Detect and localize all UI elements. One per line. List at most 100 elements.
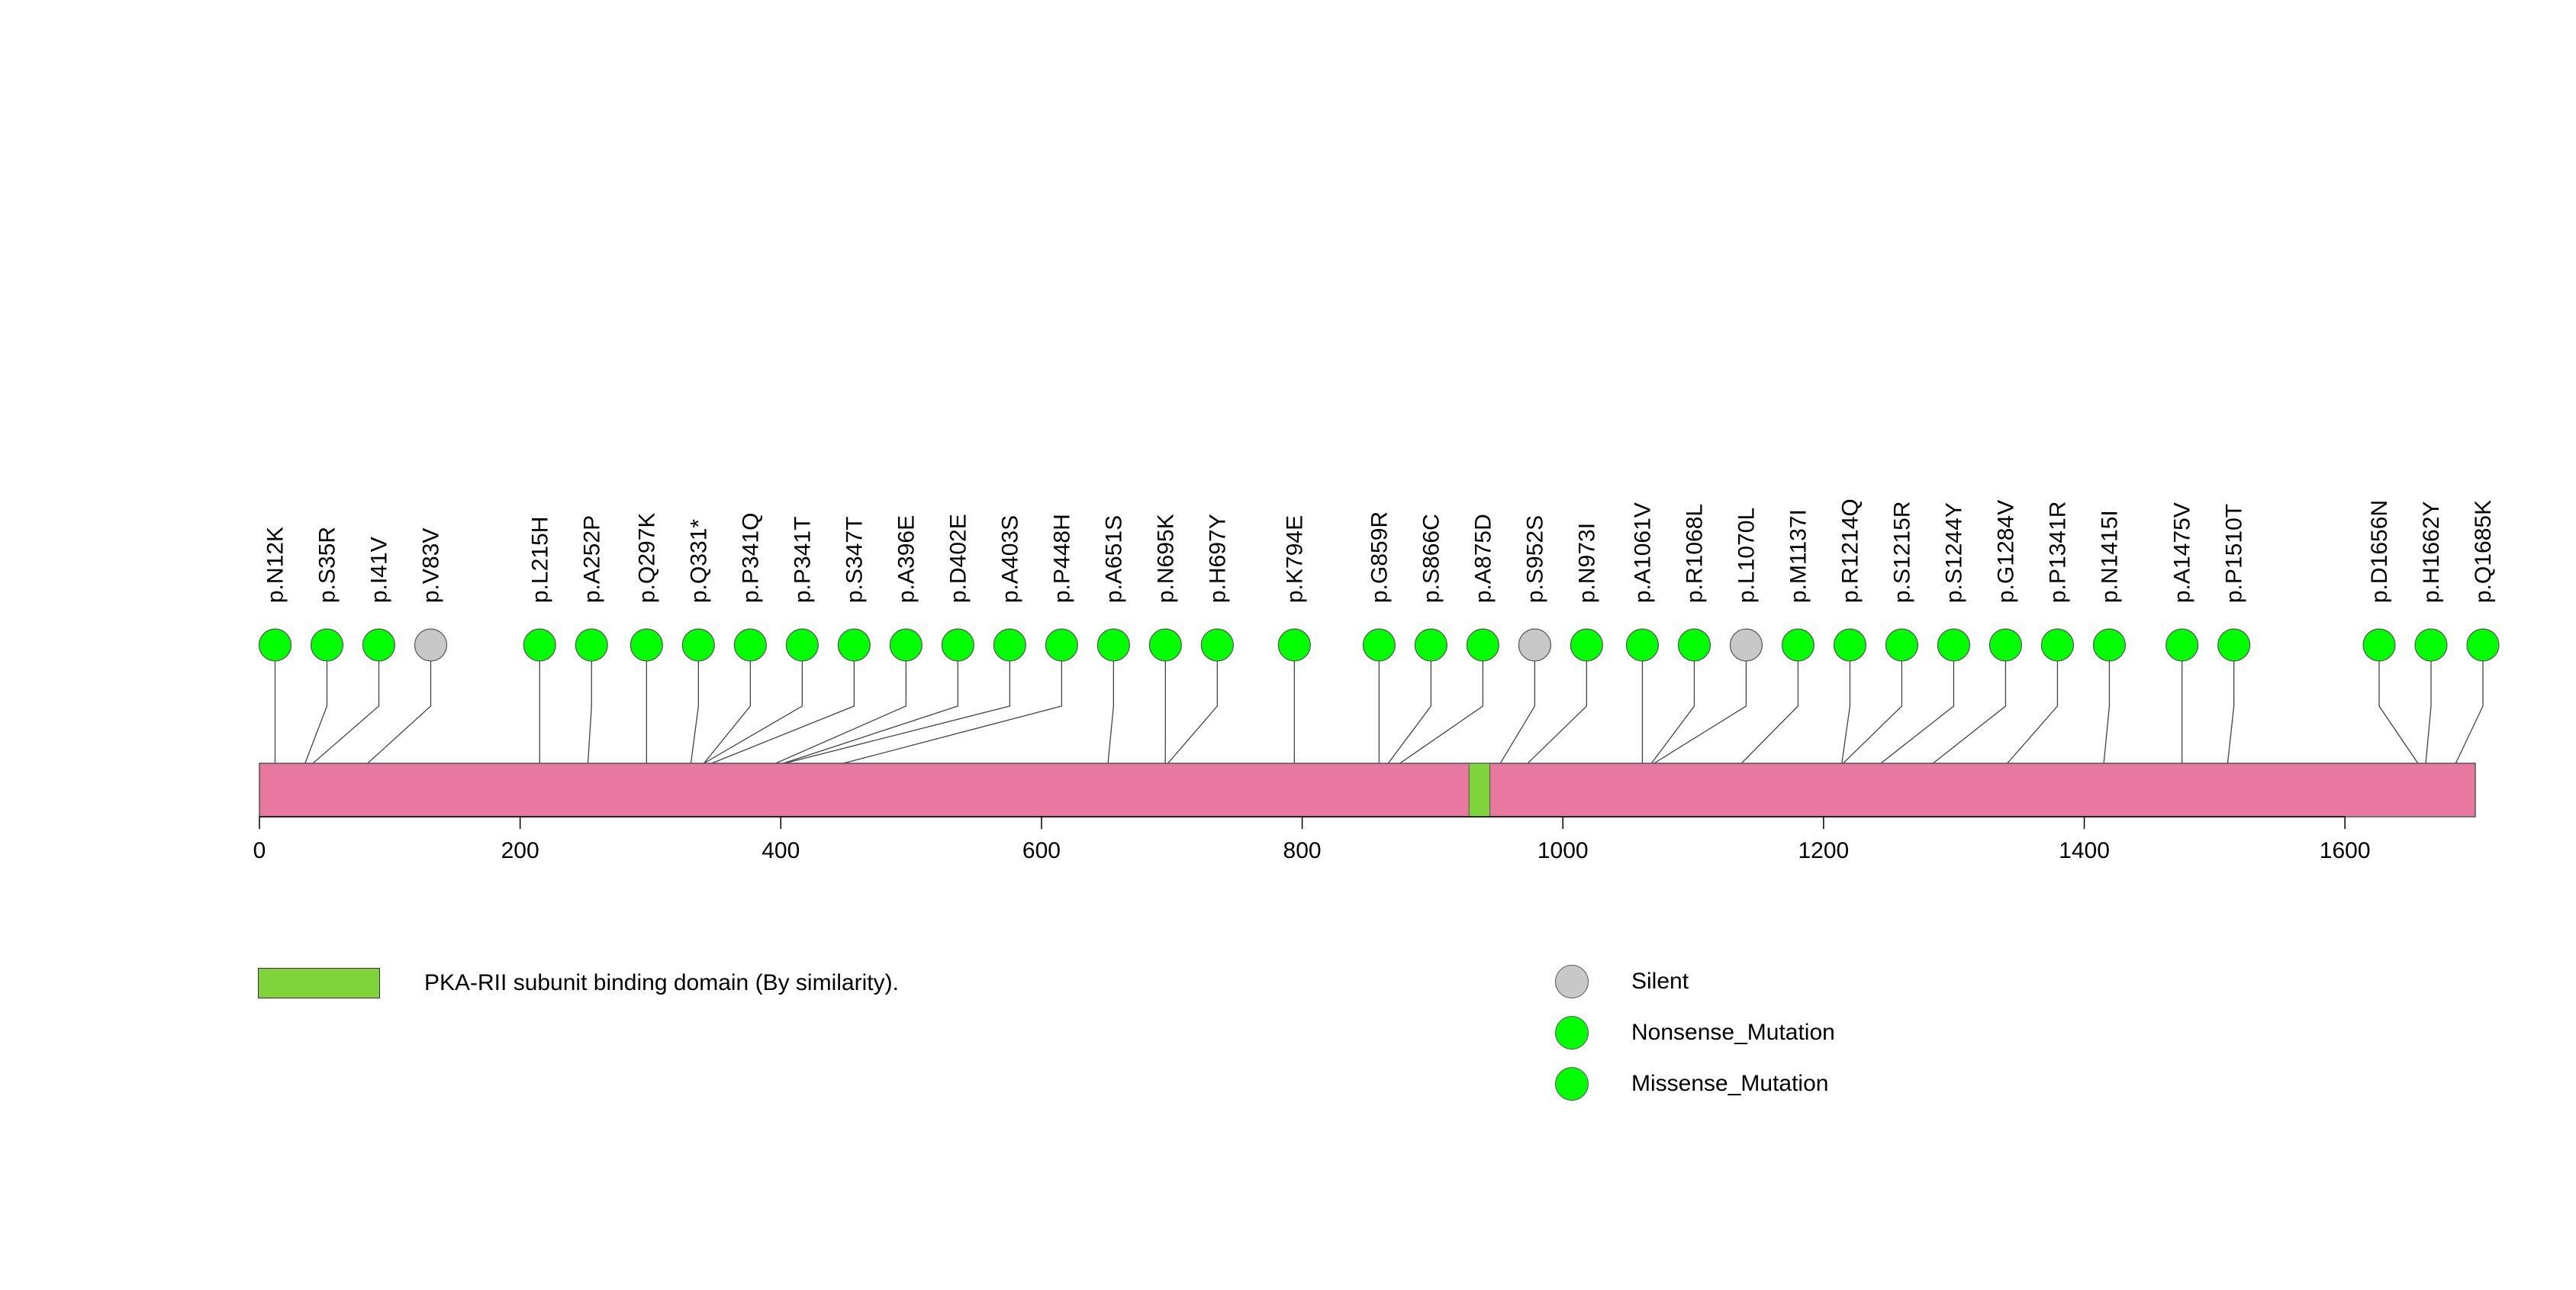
mutation-labels: p.N12K p.S35R p.I41V p.V83V p.L215H p.A252P p.… bbox=[262, 498, 2496, 603]
mutation-dot bbox=[941, 628, 974, 662]
domain-layer bbox=[1468, 763, 1491, 818]
mutation-dot bbox=[310, 628, 344, 662]
mutation-label: p.L215H bbox=[527, 517, 552, 603]
mutation-dot bbox=[523, 628, 556, 662]
mutation-label: p.N695K bbox=[1153, 514, 1178, 603]
mutation-dot bbox=[2217, 628, 2251, 662]
mutation-dot bbox=[1729, 628, 1763, 662]
legend-silent-label: Silent bbox=[1631, 969, 1689, 994]
mutation-label: p.Q331* bbox=[686, 519, 711, 603]
mutation-dot bbox=[630, 628, 663, 662]
mutation-dot bbox=[681, 628, 715, 662]
mutation-dot bbox=[1570, 628, 1603, 662]
mutation-label: p.D1656N bbox=[2367, 500, 2392, 603]
mutation-dot bbox=[1988, 628, 2023, 662]
legend-missense-dot bbox=[1555, 1067, 1589, 1101]
mutation-label: p.P1510T bbox=[2222, 504, 2247, 603]
mutation-dot bbox=[889, 628, 923, 662]
mutation-label: p.L1070L bbox=[1734, 508, 1759, 603]
mutation-dot bbox=[1200, 628, 1234, 662]
x-tick-label: 1400 bbox=[2059, 838, 2110, 863]
mutation-dot bbox=[837, 628, 871, 662]
mutation-dot bbox=[1677, 628, 1711, 662]
mutation-dot bbox=[1625, 628, 1660, 662]
mutation-dot bbox=[575, 628, 608, 662]
mutation-dot bbox=[1414, 628, 1447, 662]
mutation-label: p.Q297K bbox=[634, 513, 659, 603]
mutation-label: p.V83V bbox=[418, 528, 443, 603]
mutation-label: p.S952S bbox=[1522, 515, 1547, 603]
protein-bar bbox=[259, 763, 2476, 818]
mutation-label: p.A1475V bbox=[2170, 502, 2195, 603]
legend-domain-swatch bbox=[258, 968, 380, 998]
mutation-label: p.A396E bbox=[894, 515, 919, 603]
mutation-dot bbox=[2414, 628, 2448, 662]
x-axis: 0 200 400 600 800 1000 1200 1400 1600 bbox=[253, 816, 2371, 863]
domain-0 bbox=[1468, 763, 1491, 818]
mutation-label: p.S866C bbox=[1418, 514, 1444, 603]
legend-nonsense-label: Nonsense_Mutation bbox=[1631, 1020, 1835, 1045]
mutation-label: p.H1662Y bbox=[2419, 501, 2444, 603]
mutation-dots bbox=[258, 628, 2500, 662]
mutation-dot bbox=[785, 628, 819, 662]
mutation-label: p.D402E bbox=[945, 514, 971, 603]
mutation-label: p.M1137I bbox=[1785, 509, 1811, 603]
mutation-dot bbox=[2362, 628, 2396, 662]
mutation-label: p.S1244Y bbox=[1941, 502, 1966, 603]
mutation-label: p.P448H bbox=[1049, 514, 1074, 603]
mutation-dot bbox=[1518, 628, 1551, 662]
mutation-dot bbox=[1277, 628, 1311, 662]
mutation-dot bbox=[2165, 628, 2199, 662]
mutation-label: p.S347T bbox=[842, 517, 867, 603]
mutation-dot bbox=[2092, 628, 2127, 662]
mutation-label: p.A403S bbox=[997, 515, 1022, 603]
mutation-label: p.K794E bbox=[1282, 515, 1307, 603]
x-tick-label: 1200 bbox=[1798, 838, 1850, 863]
mutation-dot bbox=[2466, 628, 2500, 662]
mutation-dot bbox=[414, 628, 448, 662]
mutation-label: p.N12K bbox=[262, 527, 288, 603]
mutation-dot bbox=[1362, 628, 1396, 662]
mutation-dot bbox=[1781, 628, 1815, 662]
mutation-dot bbox=[1833, 628, 1867, 662]
mutation-dot bbox=[2040, 628, 2075, 662]
x-tick-label: 400 bbox=[762, 838, 800, 863]
mutation-label: p.A651S bbox=[1101, 515, 1126, 603]
mutation-dot bbox=[1096, 628, 1130, 662]
x-tick-label: 1000 bbox=[1538, 838, 1589, 863]
mutation-label: p.G1284V bbox=[1993, 500, 2018, 603]
legend-missense-label: Missense_Mutation bbox=[1631, 1071, 1829, 1096]
mutation-dot bbox=[362, 628, 396, 662]
mutation-dot bbox=[1148, 628, 1182, 662]
legend-nonsense-dot bbox=[1555, 1016, 1589, 1050]
mutation-label: p.A252P bbox=[579, 515, 604, 603]
mutation-label: p.N1415I bbox=[2097, 510, 2122, 603]
mutation-dot bbox=[993, 628, 1026, 662]
mutation-label: p.S35R bbox=[314, 527, 340, 603]
legend-silent-dot bbox=[1555, 965, 1589, 998]
mutation-label: p.S1215R bbox=[1889, 501, 1914, 603]
mutation-dot bbox=[258, 628, 292, 662]
mutation-dot bbox=[733, 628, 767, 662]
mutation-label: p.A1061V bbox=[1630, 502, 1655, 603]
x-tick-label: 800 bbox=[1283, 838, 1322, 863]
mutation-label: p.G859R bbox=[1367, 511, 1392, 603]
mutation-label: p.A875D bbox=[1470, 514, 1496, 603]
mutation-label: p.R1214Q bbox=[1837, 498, 1863, 603]
x-tick-label: 200 bbox=[501, 838, 539, 863]
mutation-dot bbox=[1885, 628, 1919, 662]
mutation-dot bbox=[1466, 628, 1499, 662]
x-tick-label: 600 bbox=[1022, 838, 1061, 863]
mutation-dot bbox=[1045, 628, 1078, 662]
x-tick-label: 1600 bbox=[2320, 838, 2371, 863]
mutation-label: p.P1341R bbox=[2045, 501, 2070, 603]
legend-domain-label: PKA-RII subunit binding domain (By simil… bbox=[424, 970, 899, 995]
mutation-label: p.I41V bbox=[366, 537, 391, 603]
mutation-label: p.R1068L bbox=[1682, 504, 1707, 603]
mutation-dot bbox=[1937, 628, 1971, 662]
x-tick-label: 0 bbox=[253, 838, 266, 863]
mutation-label: p.P341Q bbox=[738, 513, 763, 603]
mutation-label: p.H697Y bbox=[1205, 514, 1230, 603]
mutation-label: p.P341T bbox=[790, 517, 815, 603]
